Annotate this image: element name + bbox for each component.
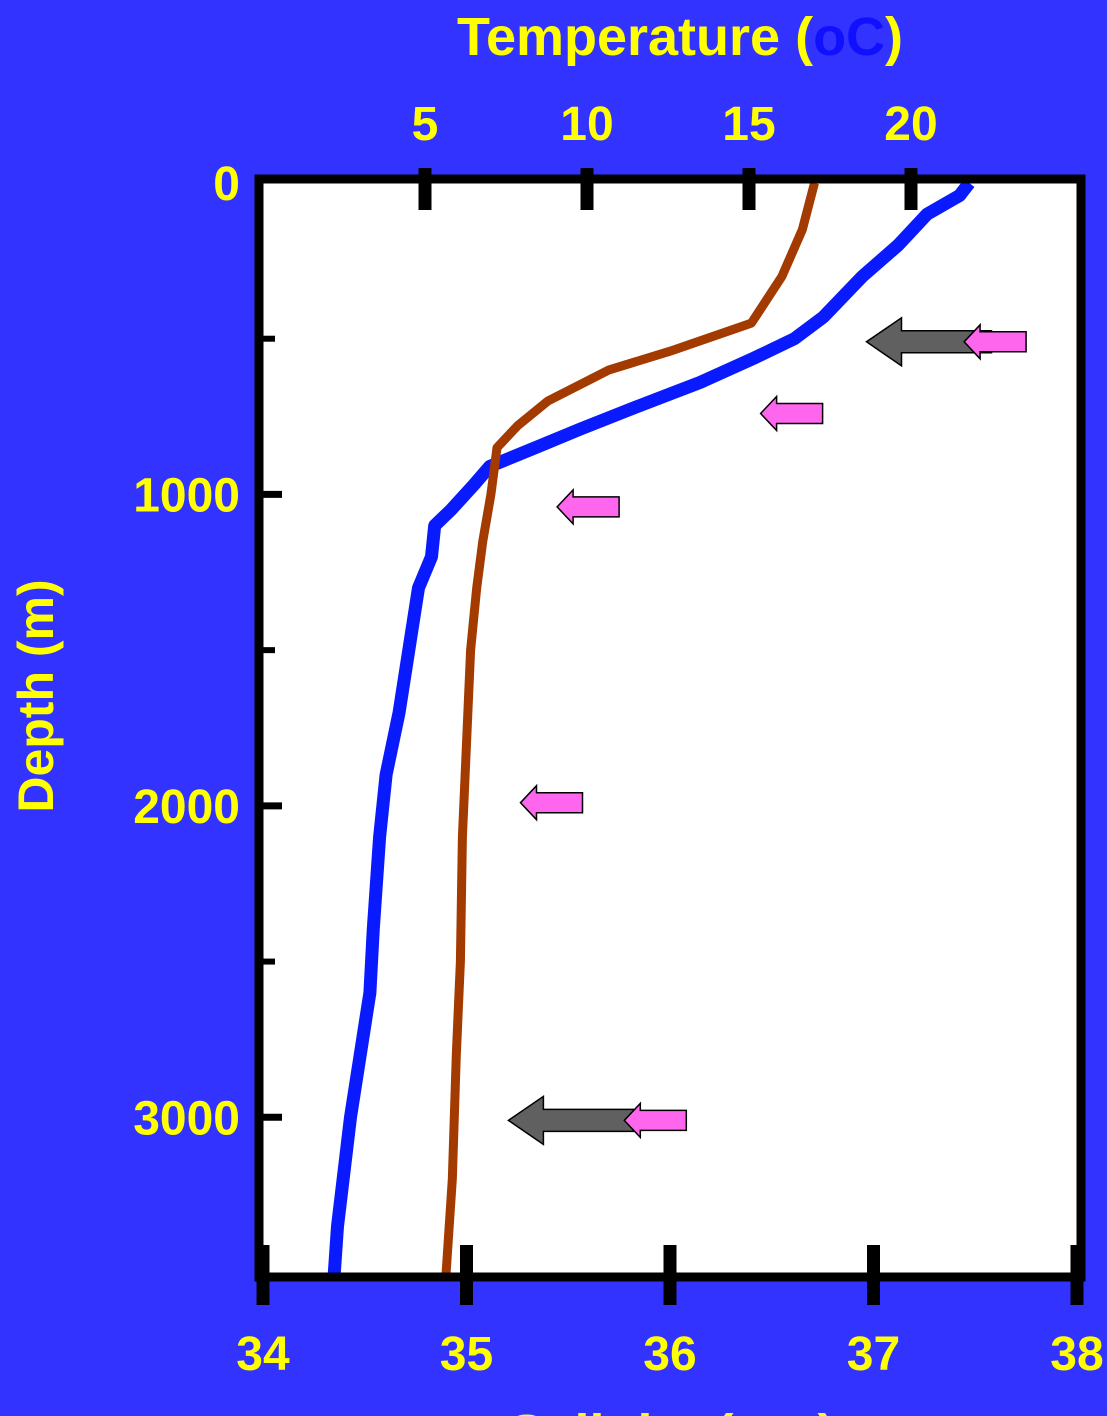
temperature-tick-label-20: 20	[884, 98, 937, 151]
salinity-tick-label-35: 35	[440, 1328, 493, 1381]
series-layer	[327, 179, 975, 1274]
temperature-tick-label-10: 10	[560, 98, 613, 151]
arrow-pink-5	[623, 1101, 688, 1140]
arrow-pink-1	[963, 322, 1027, 361]
salinity-tick-label-34: 34	[236, 1328, 290, 1381]
xlabel-unit: ppt	[734, 1404, 818, 1416]
title-suffix: )	[885, 7, 903, 67]
arrow-layer	[507, 316, 1027, 1146]
arrow-pink-4	[519, 783, 584, 822]
tick-layer	[256, 168, 1084, 1305]
arrow-pink-2	[759, 394, 824, 433]
depth-tick-label-0: 0	[213, 158, 240, 211]
depth-tick-label-2000: 2000	[133, 781, 240, 834]
chart-title: Temperature (oC)	[457, 7, 903, 67]
series-temperature-line	[327, 179, 975, 1274]
salinity-tick-label-36: 36	[643, 1328, 696, 1381]
xlabel-prefix: Salinity (	[509, 1404, 734, 1416]
title-prefix: Temperature (	[457, 7, 813, 67]
title-unit: oC	[813, 7, 885, 67]
salinity-tick-label-38: 38	[1050, 1328, 1103, 1381]
depth-tick-label-3000: 3000	[133, 1092, 240, 1145]
tick-label-layer: 5 10 15 20 34 35 36 37 38 0 1000 2000 3000	[133, 98, 1103, 1381]
x-axis-label: Salinity (ppt)	[509, 1404, 836, 1416]
salinity-tick-label-37: 37	[847, 1328, 900, 1381]
arrow-pink-3	[556, 488, 620, 526]
depth-tick-label-1000: 1000	[133, 469, 240, 522]
series-salinity-line	[441, 181, 819, 1274]
temperature-tick-label-5: 5	[412, 98, 439, 151]
temperature-tick-label-15: 15	[722, 98, 775, 151]
xlabel-suffix: )	[818, 1404, 836, 1416]
y-axis-label: Depth (m)	[8, 579, 64, 812]
